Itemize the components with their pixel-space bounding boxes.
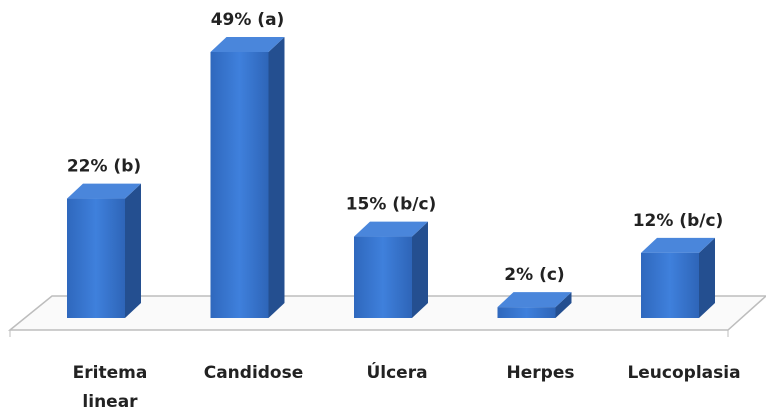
x-tick-label: Eritema linear: [73, 363, 148, 412]
bar: [210, 37, 285, 318]
value-label: 22% (b): [67, 157, 141, 177]
bar-side: [699, 237, 715, 318]
bar: [497, 292, 572, 318]
x-tick-label: Herpes: [507, 363, 575, 383]
value-label: 2% (c): [504, 265, 564, 285]
bar-top: [641, 237, 715, 253]
bar: [67, 183, 141, 318]
bar-side: [555, 292, 572, 318]
x-tick-label: Candidose: [204, 363, 304, 383]
x-tick-label: Leucoplasia: [627, 363, 740, 383]
bar-front: [497, 307, 556, 318]
value-label: 12% (b/c): [633, 211, 724, 231]
bar-top: [67, 183, 141, 199]
value-label: 49% (a): [211, 10, 285, 30]
bar-top: [497, 292, 572, 308]
value-label: 15% (b/c): [346, 195, 437, 215]
bar: [641, 237, 715, 318]
bar-side: [268, 37, 285, 318]
bar-front: [354, 236, 412, 318]
bar-top: [210, 37, 285, 52]
bar-top: [354, 221, 428, 237]
bar-front: [210, 52, 269, 318]
bar-side: [125, 183, 141, 318]
bar-side: [412, 221, 428, 318]
x-tick-label: Úlcera: [366, 361, 427, 383]
bar-front: [67, 198, 125, 318]
bar-front: [641, 252, 699, 318]
bar: [354, 221, 428, 318]
